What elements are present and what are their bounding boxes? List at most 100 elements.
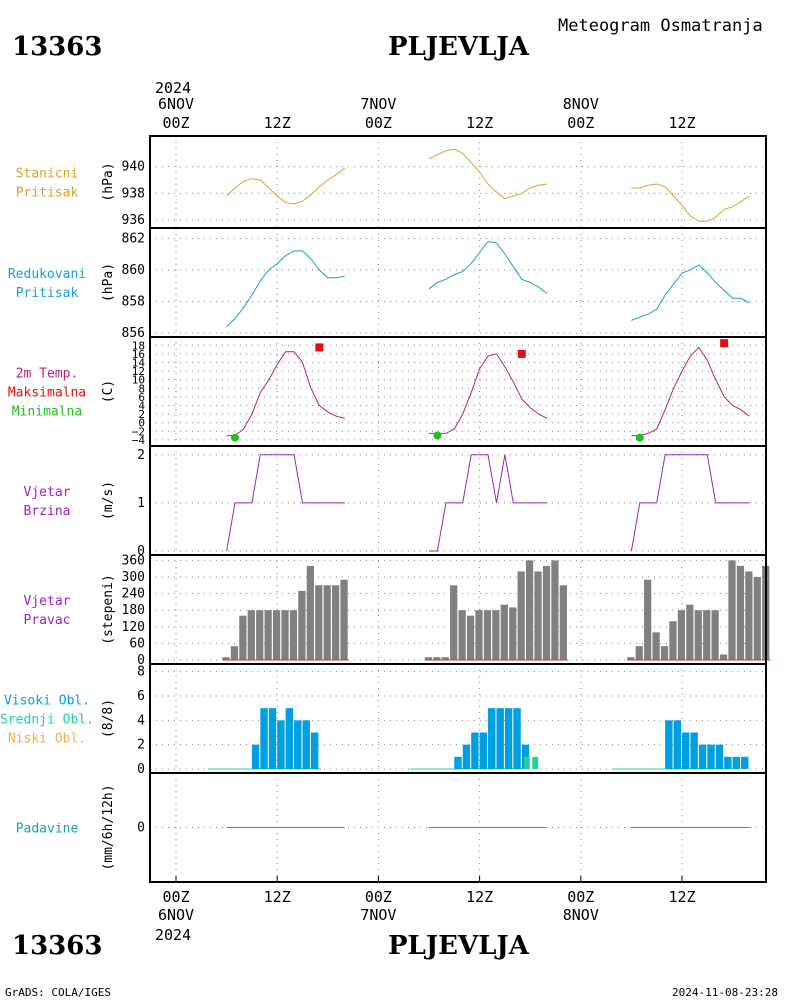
wind-dir-bar (475, 610, 483, 660)
station-name-bottom: PLJEVLJA (388, 931, 530, 961)
wind-dir-bar (433, 657, 441, 660)
wind-dir-bar (753, 576, 761, 660)
y-tick-label: 0 (137, 821, 145, 836)
y-tick-label: 10 (132, 374, 145, 387)
y-tick-label: 120 (122, 620, 145, 635)
y-tick-label: 858 (122, 294, 145, 309)
station-id-top: 13363 (12, 32, 102, 62)
grid (150, 228, 766, 337)
day-label-top: 7NOV (360, 95, 396, 113)
y-axis-unit: (hPa) (101, 263, 116, 302)
x-axis: 6NOV6NOV7NOV7NOV8NOV8NOV00Z00Z12Z12Z00Z0… (158, 95, 696, 924)
wind-dir-bar (450, 585, 458, 660)
y-tick-label: 938 (122, 186, 145, 201)
wind-dir-bar (256, 610, 264, 660)
series-line (630, 454, 750, 552)
wind-dir-bar (677, 610, 686, 660)
hour-label-top: 12Z (264, 114, 291, 132)
wind-dir-bar (559, 585, 567, 660)
panel-wind_speed: 0 1 2 (m/s) Vjetar Brzina (24, 445, 767, 559)
panel-frame (149, 227, 767, 338)
wind-dir-bar (542, 565, 551, 660)
hour-label-top: 00Z (365, 114, 392, 132)
wind-dir-bar (306, 565, 314, 660)
cloud-high-bar (513, 708, 521, 769)
grid (150, 136, 766, 228)
series-line (631, 183, 750, 222)
cloud-high-bar (277, 720, 285, 769)
cloud-mid-bar (532, 756, 539, 769)
wind-dir-bar (534, 571, 542, 660)
credit-text: GrADS: COLA/IGES (5, 986, 111, 999)
wind-dir-bar (551, 560, 559, 660)
wind-dir-bar (728, 560, 736, 660)
wind-dir-bar (719, 654, 728, 660)
station-id-bottom: 13363 (12, 931, 102, 961)
y-tick-label: 6 (137, 689, 145, 704)
timestamp-text: 2024-11-08-23:28 (672, 986, 778, 999)
wind-dir-bar (517, 571, 525, 660)
y-tick-label: 2 (137, 738, 145, 753)
cloud-high-bar (724, 756, 732, 769)
panel-label: Pravac (24, 613, 71, 628)
wind-dir-bar (660, 646, 669, 660)
series-line (226, 167, 346, 205)
wind-dir-bar (323, 585, 331, 660)
cloud-high-bar (285, 708, 294, 769)
series-line (429, 353, 548, 434)
hour-label-top: 12Z (466, 114, 493, 132)
wind-dir-bar (500, 604, 508, 660)
wind-dir-bar (694, 610, 702, 660)
cloud-high-bar (488, 708, 496, 769)
wind-dir-bar (340, 579, 348, 660)
wind-dir-bar (466, 615, 475, 660)
y-axis-unit: (stepeni) (101, 574, 116, 644)
series-line (226, 454, 345, 552)
hour-label-top: 00Z (162, 114, 189, 132)
wind-dir-bar (509, 607, 517, 660)
hour-label-top: 00Z (567, 114, 594, 132)
y-axis-unit: (hPa) (101, 162, 116, 201)
y-tick-label: 862 (122, 231, 145, 246)
y-tick-label: 1 (137, 496, 145, 511)
y-tick-label: 240 (122, 587, 145, 602)
cloud-high-bar (294, 720, 302, 769)
year-top: 2024 (155, 79, 191, 97)
cloud-mid-bar (523, 756, 530, 769)
y-tick-label: 8 (137, 665, 145, 680)
y-tick-label: 936 (122, 213, 145, 228)
cloud-high-bar (268, 708, 277, 769)
hour-label-bottom: 00Z (162, 888, 189, 906)
panel-label: Pritisak (16, 286, 79, 301)
wind-dir-bar (230, 646, 239, 660)
cloud-high-bar (260, 708, 268, 769)
y-axis-unit: (8/8) (101, 699, 116, 738)
cloud-high-bar (479, 732, 488, 769)
y-tick-label: −4 (132, 434, 146, 447)
wind-dir-bar (736, 565, 745, 660)
wind-dir-bar (492, 610, 500, 660)
panels: 936938940(hPa)StanicniPritisak8568588608… (0, 135, 771, 883)
cloud-high-bar (454, 756, 462, 769)
cloud-high-bar (251, 744, 260, 769)
wind-dir-bar (315, 585, 323, 660)
wind-dir-bar (525, 560, 534, 660)
panel-label: Redukovani (8, 267, 86, 282)
panel-label: 2m Temp. (16, 367, 79, 382)
cloud-high-bar (496, 708, 504, 769)
day-label-bottom: 7NOV (360, 906, 396, 924)
wind-dir-bar (458, 610, 466, 660)
grid (150, 337, 766, 446)
panel-clouds: 0 2 4 6 8 (8/8) Visoki Obl. Srednji Obl. Niski O… (0, 663, 767, 777)
wind-dir-bar (652, 632, 660, 660)
wind-dir-bar (289, 610, 298, 660)
wind-dir-bar (332, 585, 340, 660)
panel-reduced_pressure: 856 858 860 862 (hPa) Redukovani Pritisak (8, 227, 767, 341)
panel-label: Brzina (24, 504, 71, 519)
cloud-high-bar (310, 732, 319, 769)
wind-dir-bar (745, 571, 753, 660)
panel-label: Visoki Obl. (4, 694, 90, 709)
y-tick-label: 360 (122, 553, 145, 568)
series-line (631, 346, 750, 437)
